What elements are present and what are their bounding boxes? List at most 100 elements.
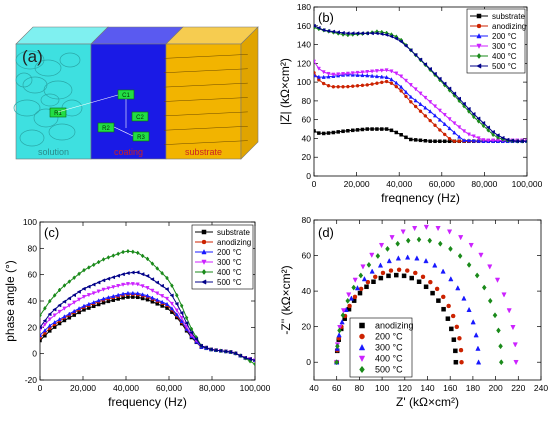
legend-entry: 200 °C (375, 332, 403, 342)
data-point (360, 83, 365, 88)
data-point (423, 224, 429, 231)
data-point (126, 248, 130, 254)
data-point (377, 262, 384, 268)
y-tick-label: 40 (302, 286, 312, 296)
data-point (394, 272, 399, 278)
data-point (401, 273, 407, 279)
circuit-wire (163, 111, 248, 117)
data-point (169, 301, 174, 306)
data-point (208, 347, 213, 352)
data-point (486, 127, 491, 133)
data-point (77, 306, 82, 311)
data-point (326, 28, 331, 34)
data-point (428, 100, 433, 105)
data-point (189, 326, 194, 332)
data-point (336, 130, 340, 134)
x-tick-label: 220 (511, 383, 525, 393)
data-point (155, 266, 160, 271)
data-point (145, 273, 150, 279)
legend-entry: 300 °C (492, 42, 517, 51)
data-point (121, 291, 126, 296)
data-point (442, 112, 447, 118)
data-point (370, 82, 374, 86)
legend-entry: anodizing (375, 321, 414, 331)
data-point (471, 111, 476, 117)
data-point (247, 356, 252, 362)
data-point (478, 252, 484, 258)
solution-particle (19, 129, 45, 147)
solution-particle (15, 72, 33, 88)
series-substrate (40, 295, 255, 362)
data-point (62, 314, 67, 319)
data-point (448, 245, 453, 252)
data-point (414, 255, 420, 261)
data-point (422, 62, 428, 67)
data-point (375, 127, 379, 131)
data-point (135, 250, 140, 256)
data-point (314, 73, 317, 78)
y-axis-label: phase angle (°) (3, 260, 17, 342)
data-point (458, 347, 464, 353)
data-point (434, 286, 440, 292)
data-point (86, 284, 91, 289)
data-point (386, 257, 392, 264)
data-point (433, 123, 437, 128)
legend-marker (476, 43, 482, 49)
data-point (140, 272, 145, 277)
data-point (228, 349, 233, 355)
data-point (475, 345, 481, 351)
plot-area (314, 23, 527, 144)
data-point (395, 255, 401, 261)
data-point (418, 91, 423, 96)
panel-label: (d) (318, 225, 334, 240)
data-point (40, 325, 42, 330)
data-point (475, 359, 482, 365)
data-point (150, 288, 155, 293)
data-point (57, 309, 62, 315)
data-point (40, 338, 42, 343)
data-point (416, 279, 422, 284)
data-point (233, 351, 238, 356)
data-point (360, 31, 365, 36)
data-point (179, 310, 184, 316)
data-point (506, 308, 512, 314)
data-point (471, 114, 476, 120)
data-point (336, 332, 342, 338)
circuit-wire (163, 68, 248, 73)
circuit-wire (163, 82, 248, 88)
data-point (81, 286, 86, 291)
data-point (169, 306, 174, 311)
legend-marker (476, 63, 482, 69)
data-point (42, 328, 47, 333)
data-point (412, 226, 418, 232)
data-point (135, 290, 140, 296)
data-point (67, 311, 72, 316)
data-point (428, 109, 433, 114)
data-point (334, 359, 340, 366)
data-point (52, 319, 57, 325)
data-point (461, 295, 467, 301)
data-point (413, 87, 418, 92)
circuit-element (97, 122, 115, 133)
x-tick-label: 20,000 (344, 179, 370, 189)
data-point (164, 301, 170, 306)
data-point (476, 136, 481, 141)
data-point (389, 128, 394, 133)
data-point (154, 280, 160, 285)
data-point (512, 342, 518, 348)
series-anodizing (314, 70, 527, 144)
data-point (316, 25, 321, 30)
data-point (101, 287, 106, 292)
data-point (485, 125, 491, 130)
data-point (510, 138, 515, 143)
data-point (446, 229, 453, 235)
data-point (145, 286, 150, 291)
y-tick-label: 20 (28, 322, 38, 332)
legend-marker (359, 322, 365, 329)
data-point (314, 70, 316, 75)
data-point (447, 86, 452, 91)
data-point (470, 319, 476, 325)
data-point (331, 85, 336, 89)
y-tick-label: 100 (23, 217, 37, 227)
